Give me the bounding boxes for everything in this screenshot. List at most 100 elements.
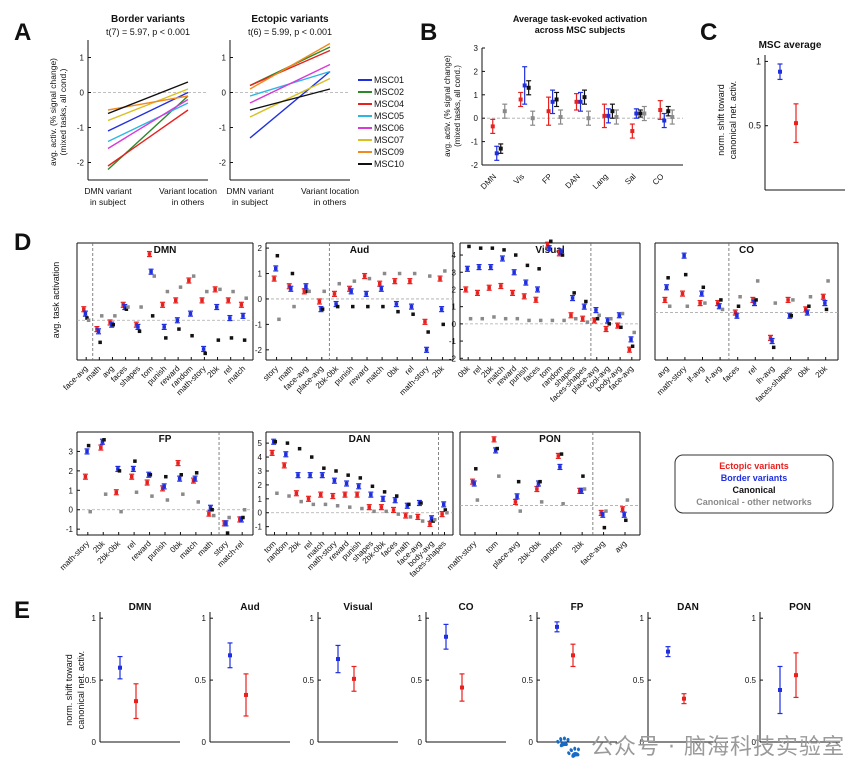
panel-a-sub2-line-msc04 [249, 49, 331, 87]
panel-d-aud-border-point [379, 287, 384, 291]
panel-a-sub1-line-msc04 [107, 109, 189, 167]
panel-d-dmn-canonical-point [242, 338, 247, 342]
panel-d-dan-ytick-label: 4 [258, 453, 263, 462]
panel-b-canonical-point [554, 97, 559, 102]
panel-d-dmn-border-point [96, 329, 101, 334]
panel-b-other-point [558, 115, 563, 120]
panel-d-dmn-other-point [244, 296, 248, 300]
panel-d-fp-ytick-label: 1 [69, 486, 74, 495]
panel-a-sub2-line-msc01 [249, 70, 331, 139]
panel-d-visual-other-point [538, 318, 543, 323]
panel-d-dan-other-point [396, 512, 401, 516]
panel-d-co-ectopic-point [751, 298, 755, 302]
panel-a-ylabel: avg. activ. (% signal change) [48, 58, 58, 166]
panel-b-other-point [670, 115, 675, 120]
panel-d-co-ectopic-point [680, 291, 685, 296]
panel-d-co-xtick-label: rf-avg [703, 364, 724, 385]
panel-d-pon-xtick-label: 2bk [570, 538, 586, 554]
panel-d-visual-ectopic-point [522, 294, 526, 299]
panel-d-pon-ectopic-point [492, 437, 496, 442]
panel-d-aud-ectopic-point [272, 276, 276, 281]
panel-d-fp-title: FP [159, 434, 172, 445]
panel-d-visual-other-point [620, 311, 625, 316]
panel-d-pon-border-point [493, 448, 498, 453]
panel-d-aud-ytick-label: -1 [255, 320, 263, 329]
legend-label-msc09: MSC09 [374, 147, 404, 157]
panel-d-aud-ytick-label: 2 [258, 244, 263, 253]
panel-c-ylabel-2: canonical net. activ. [728, 81, 738, 159]
panel-e-co-ytick-label: 1 [418, 614, 423, 623]
panel-d-fp-canonical-point [164, 474, 168, 479]
panel-d-aud-border-point [424, 348, 429, 352]
panel-e-fp-border-point [555, 624, 559, 629]
panel-d-visual-ectopic-point [475, 291, 480, 295]
panel-d-dmn-ectopic-point [200, 298, 204, 303]
panel-d-visual-other-point [574, 316, 578, 321]
panel-d-pon-ectopic-point [599, 511, 603, 515]
panel-d-dmn-title: DMN [154, 245, 177, 256]
panel-b-ytick-label: 1 [474, 91, 479, 100]
panel-d-dan-ectopic-point [355, 492, 359, 497]
panel-d-visual-other-point [609, 316, 613, 321]
panel-d-fp-canonical-point [117, 469, 122, 473]
panel-d-fp-border-point [177, 476, 182, 481]
panel-letter-d: D [14, 229, 31, 256]
panel-d-dan-other-point [275, 491, 279, 495]
panel-d-pon-other-point [475, 498, 480, 502]
panel-d-visual-ectopic-point [604, 327, 608, 331]
panel-d-dan-other-point [299, 499, 303, 504]
panel-d-pon-other-point [539, 500, 544, 504]
panel-d-visual-border-point [605, 318, 610, 323]
panel-d-co-xtick-label: lf-avg [686, 364, 706, 384]
panel-d-visual-ectopic-point [615, 323, 620, 328]
panel-d-dmn-other-point [191, 274, 196, 278]
panel-e-dan-ytick-label: 0.5 [633, 676, 645, 685]
panel-d-dan-canonical-point [285, 441, 290, 445]
panel-d-pon-ectopic-point [620, 507, 625, 511]
panel-d-dan-canonical-point [358, 476, 363, 480]
panel-a-sub1-line-msc10 [107, 81, 189, 115]
panel-d-dmn-ectopic-point [147, 252, 152, 256]
panel-d-fp-ectopic-point [145, 480, 149, 485]
panel-d-pon-border-point [558, 465, 562, 469]
panel-d-aud-canonical-point [396, 309, 400, 314]
panel-d-dmn-other-point [178, 285, 183, 289]
panel-d-co-other-point [738, 295, 742, 299]
panel-d-visual-border-point [535, 287, 540, 292]
panel-d-dan-canonical-point [322, 466, 326, 470]
panel-d-visual-border-point [489, 265, 493, 269]
panel-d-dmn-border-point [83, 311, 88, 316]
panel-d-aud-ectopic-point [332, 292, 337, 296]
panel-d-dmn-other-point [205, 289, 209, 294]
panel-d-fp-canonical-point [133, 459, 137, 463]
panel-letter-c: C [700, 19, 717, 46]
panel-d-dmn-ectopic-point [173, 298, 178, 303]
panel-d-visual-other-point [468, 316, 473, 321]
panel-d-dan-canonical-point [407, 502, 411, 507]
panel-d-dmn-other-point [113, 314, 117, 318]
panel-d-visual-ectopic-point [487, 285, 491, 290]
panel-a-sub2-xtick-label: in others [314, 197, 347, 207]
panel-a-sub2-ytick-label: -1 [219, 124, 227, 133]
panel-a-sub1-subtitle: t(7) = 5.97, p < 0.001 [106, 27, 190, 37]
panel-d-visual-border-point [524, 280, 528, 285]
panel-d-fp-ytick-label: 3 [69, 447, 74, 456]
panel-d-fp-canonical-point [225, 531, 230, 535]
panel-d-fp-xtick-label: math [196, 539, 215, 558]
panel-a-sub2-line-msc10 [249, 88, 331, 111]
panel-d-fp-other-point [88, 509, 92, 514]
panel-d-pon-other-point [518, 509, 523, 513]
panel-e-pon-title: PON [789, 602, 811, 613]
panel-d-fp-canonical-point [179, 473, 183, 477]
panel-b-border-point [550, 99, 555, 104]
panel-b-ectopic-point [574, 99, 579, 104]
panel-d-aud-ectopic-point [362, 274, 367, 278]
panel-d-visual-ectopic-point [545, 242, 550, 247]
panel-b-border-point [606, 113, 611, 118]
panel-c-border-point [778, 69, 782, 74]
panel-d-pon-xtick-label: random [539, 539, 565, 565]
panel-d-dan-other-point [360, 506, 364, 511]
panel-d-visual-other-point [503, 316, 508, 321]
panel-letter-b: B [420, 19, 437, 46]
panel-d-dan-other-point [372, 509, 376, 514]
